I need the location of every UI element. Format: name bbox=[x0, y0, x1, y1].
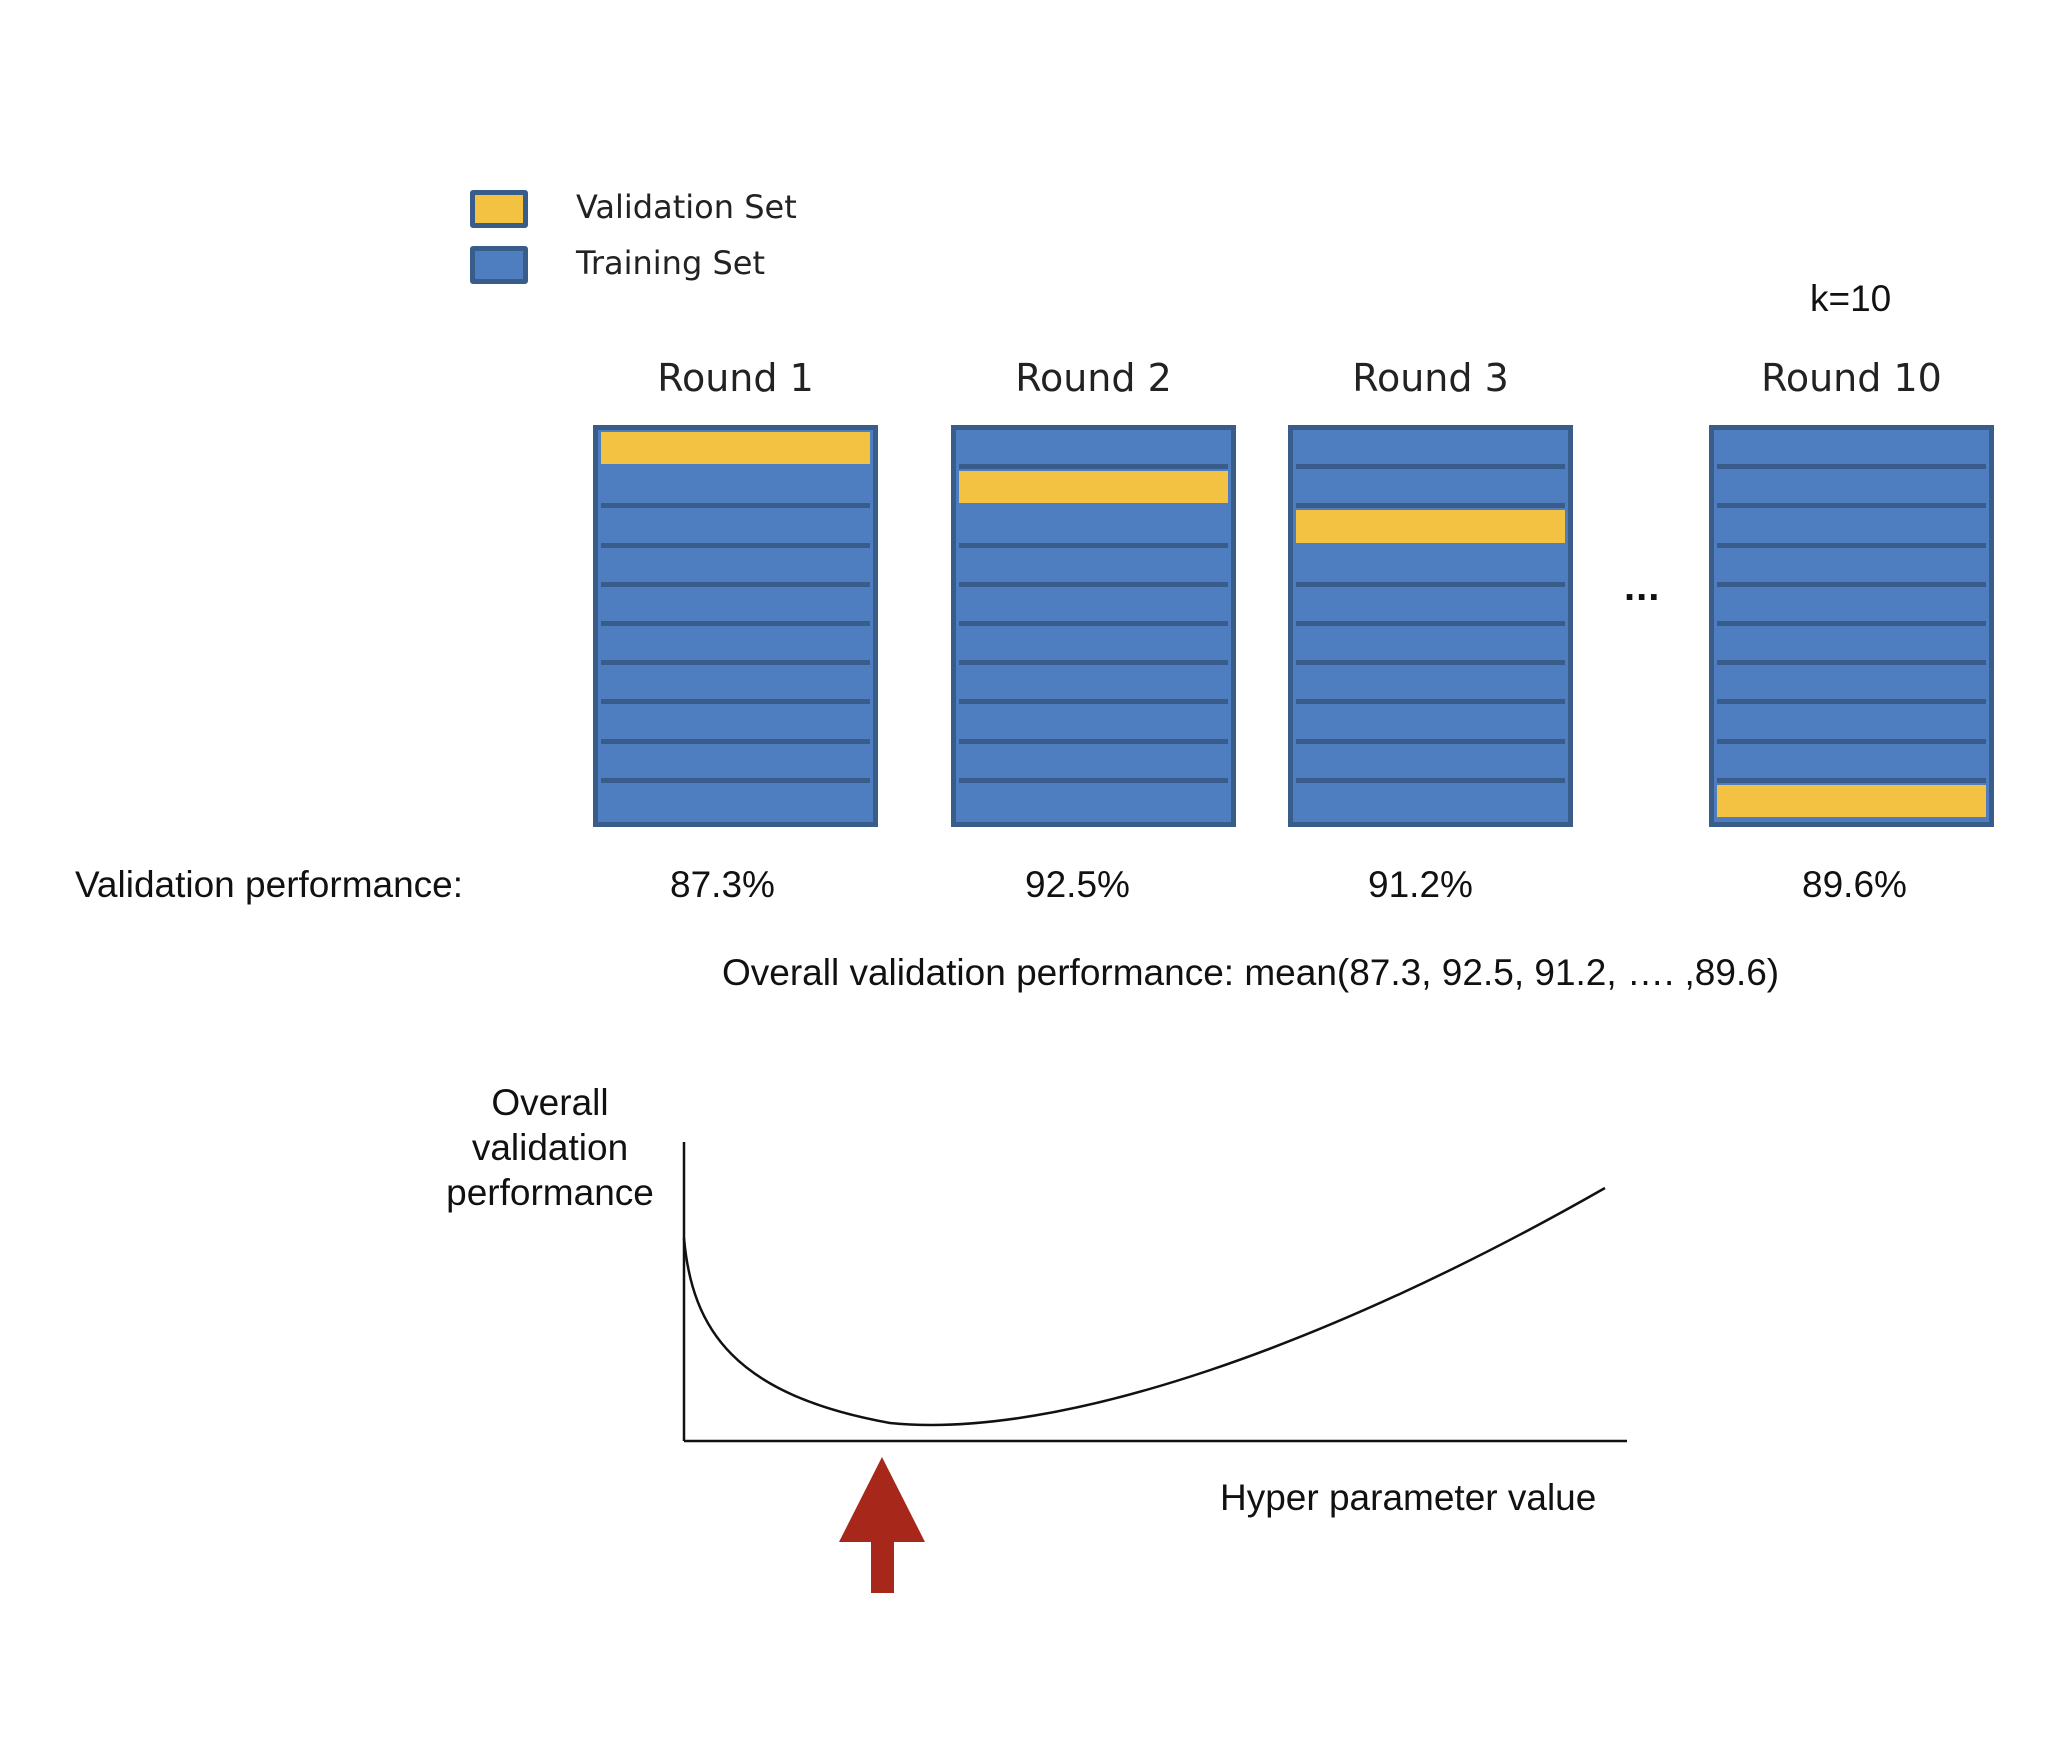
training-fold-8 bbox=[1717, 704, 1986, 744]
training-fold-5 bbox=[1296, 586, 1565, 626]
training-fold-2 bbox=[601, 469, 870, 509]
round-10-performance: 89.6% bbox=[1802, 864, 1907, 905]
training-set-swatch bbox=[470, 246, 528, 284]
round-3-title: Round 3 bbox=[1352, 356, 1509, 400]
training-fold-6 bbox=[1717, 626, 1986, 666]
training-fold-9 bbox=[601, 743, 870, 783]
training-fold-9 bbox=[959, 743, 1228, 783]
training-fold-4 bbox=[959, 547, 1228, 587]
validation-fold-10 bbox=[1717, 784, 1986, 817]
rounds-ellipsis: ... bbox=[1624, 565, 1661, 609]
training-fold-10 bbox=[601, 782, 870, 822]
training-fold-7 bbox=[959, 665, 1228, 705]
round-10-folds bbox=[1709, 425, 1994, 827]
training-fold-8 bbox=[959, 704, 1228, 744]
round-1-title: Round 1 bbox=[657, 356, 814, 400]
training-fold-5 bbox=[1717, 586, 1986, 626]
training-fold-6 bbox=[601, 626, 870, 666]
k-label: k=10 bbox=[1810, 278, 1892, 319]
training-fold-3 bbox=[959, 508, 1228, 548]
training-fold-10 bbox=[959, 782, 1228, 822]
performance-curve bbox=[682, 1186, 1606, 1427]
training-set-label: Training Set bbox=[576, 244, 765, 282]
training-fold-10 bbox=[1296, 782, 1565, 822]
plot-xlabel: Hyper parameter value bbox=[1220, 1477, 1597, 1518]
plot-ylabel-line-1: Overall bbox=[491, 1082, 609, 1123]
training-fold-3 bbox=[1717, 508, 1986, 548]
round-2-performance: 92.5% bbox=[1025, 864, 1130, 905]
training-fold-1 bbox=[959, 430, 1228, 470]
round-10-title: Round 10 bbox=[1761, 356, 1942, 400]
training-fold-1 bbox=[1296, 430, 1565, 470]
validation-fold-2 bbox=[959, 471, 1228, 504]
validation-fold-1 bbox=[601, 432, 870, 465]
round-2-title: Round 2 bbox=[1015, 356, 1172, 400]
training-fold-2 bbox=[1296, 469, 1565, 509]
training-fold-5 bbox=[601, 586, 870, 626]
round-3-performance: 91.2% bbox=[1368, 864, 1473, 905]
validation-performance-label: Validation performance: bbox=[75, 864, 464, 905]
training-fold-5 bbox=[959, 586, 1228, 626]
training-fold-7 bbox=[601, 665, 870, 705]
training-fold-7 bbox=[1296, 665, 1565, 705]
overall-performance-formula: Overall validation performance: mean(87.… bbox=[722, 952, 1780, 993]
training-fold-4 bbox=[1296, 547, 1565, 587]
round-2-folds bbox=[951, 425, 1236, 827]
training-fold-4 bbox=[601, 547, 870, 587]
training-fold-6 bbox=[1296, 626, 1565, 666]
training-fold-3 bbox=[601, 508, 870, 548]
optimum-arrow-icon bbox=[839, 1457, 925, 1593]
training-fold-9 bbox=[1717, 743, 1986, 783]
training-fold-6 bbox=[959, 626, 1228, 666]
round-1-performance: 87.3% bbox=[670, 864, 775, 905]
plot-ylabel-line-3: performance bbox=[446, 1172, 654, 1213]
training-fold-2 bbox=[1717, 469, 1986, 509]
training-fold-4 bbox=[1717, 547, 1986, 587]
validation-set-swatch bbox=[470, 190, 528, 228]
plot-ylabel-line-2: validation bbox=[471, 1127, 629, 1168]
training-fold-9 bbox=[1296, 743, 1565, 783]
training-fold-1 bbox=[1717, 430, 1986, 470]
training-fold-7 bbox=[1717, 665, 1986, 705]
training-fold-8 bbox=[1296, 704, 1565, 744]
training-fold-8 bbox=[601, 704, 870, 744]
round-1-folds bbox=[593, 425, 878, 827]
validation-set-label: Validation Set bbox=[576, 188, 797, 226]
validation-fold-3 bbox=[1296, 510, 1565, 543]
plot-ylabel: Overall validation performance bbox=[420, 1080, 680, 1215]
round-3-folds bbox=[1288, 425, 1573, 827]
